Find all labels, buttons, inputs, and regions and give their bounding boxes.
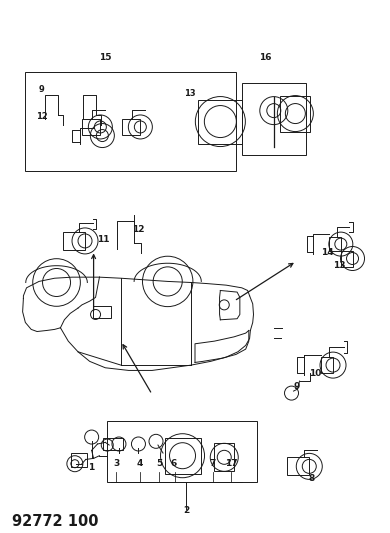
Text: 11: 11 bbox=[97, 236, 110, 244]
Bar bbox=[103, 438, 123, 450]
Bar bbox=[280, 95, 310, 132]
Text: 6: 6 bbox=[170, 459, 177, 467]
Text: 13: 13 bbox=[333, 261, 346, 270]
Text: 10: 10 bbox=[309, 369, 321, 377]
Text: 1: 1 bbox=[89, 464, 95, 472]
Text: 12: 12 bbox=[132, 225, 145, 233]
Bar bbox=[122, 119, 140, 135]
Text: 3: 3 bbox=[113, 459, 119, 467]
Text: 9: 9 bbox=[293, 383, 300, 391]
Text: 17: 17 bbox=[225, 459, 237, 467]
Bar bbox=[63, 232, 85, 250]
Text: 15: 15 bbox=[99, 53, 112, 62]
Bar bbox=[93, 305, 111, 318]
Text: 8: 8 bbox=[309, 474, 315, 483]
Bar bbox=[25, 72, 236, 171]
Bar bbox=[321, 357, 333, 373]
Text: 9: 9 bbox=[39, 85, 44, 94]
Text: 2: 2 bbox=[183, 506, 190, 515]
Text: 16: 16 bbox=[259, 53, 271, 62]
Bar bbox=[165, 438, 200, 474]
Bar bbox=[199, 100, 242, 143]
Text: 4: 4 bbox=[136, 459, 143, 467]
Text: 7: 7 bbox=[209, 459, 216, 467]
Text: 12: 12 bbox=[36, 112, 48, 120]
Bar bbox=[242, 83, 306, 155]
Text: 13: 13 bbox=[184, 89, 196, 98]
Bar bbox=[107, 421, 257, 482]
Text: 5: 5 bbox=[156, 459, 162, 467]
Text: 14: 14 bbox=[321, 248, 334, 257]
Bar bbox=[214, 443, 234, 471]
Bar bbox=[71, 454, 87, 467]
Bar bbox=[329, 237, 341, 251]
Bar bbox=[287, 457, 309, 475]
Bar bbox=[82, 119, 100, 135]
Text: 92772 100: 92772 100 bbox=[12, 514, 98, 529]
Bar bbox=[340, 251, 353, 266]
